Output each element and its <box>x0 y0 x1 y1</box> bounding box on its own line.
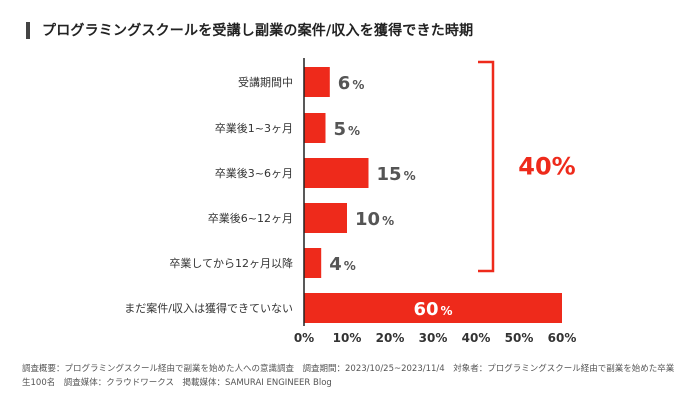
survey-footnote: 調査概要：プログラミングスクール経由で副業を始めた人への意識調査 調査期間：20… <box>22 364 675 388</box>
bar-value-label: 60% <box>413 299 452 320</box>
bar <box>304 113 326 143</box>
title-accent-bar <box>26 21 30 39</box>
chart-title-block: プログラミングスクールを受講し副業の案件/収入を獲得できた時期 <box>26 20 473 40</box>
bar <box>304 158 369 188</box>
bar-value-label: 5% <box>334 119 361 140</box>
x-tick-label: 20% <box>376 331 405 345</box>
x-tick-label: 0% <box>294 331 314 345</box>
bar <box>304 67 330 97</box>
x-tick-label: 10% <box>333 331 362 345</box>
bar <box>304 293 562 323</box>
bar <box>304 248 322 278</box>
x-tick-label: 50% <box>505 331 534 345</box>
category-label: 卒業後6~12ヶ月 <box>208 211 293 225</box>
bar-value-label: 4% <box>329 254 356 275</box>
bracket-total-label: 40% <box>518 153 575 181</box>
category-label: 受講期間中 <box>238 75 293 89</box>
category-label: 卒業後1~3ヶ月 <box>215 121 293 135</box>
bar <box>304 203 347 233</box>
category-label: まだ案件/収入は獲得できていない <box>124 301 293 315</box>
x-tick-label: 30% <box>419 331 448 345</box>
category-label: 卒業してから12ヶ月以降 <box>169 256 293 270</box>
category-label: 卒業後3~6ヶ月 <box>215 166 293 180</box>
x-tick-label: 40% <box>462 331 491 345</box>
bracket-line <box>478 60 495 273</box>
bar-value-label: 15% <box>377 164 416 185</box>
bar-value-label: 10% <box>355 209 394 230</box>
x-tick-label: 60% <box>548 331 577 345</box>
bar-value-label: 6% <box>338 73 365 94</box>
chart-title: プログラミングスクールを受講し副業の案件/収入を獲得できた時期 <box>42 23 474 39</box>
